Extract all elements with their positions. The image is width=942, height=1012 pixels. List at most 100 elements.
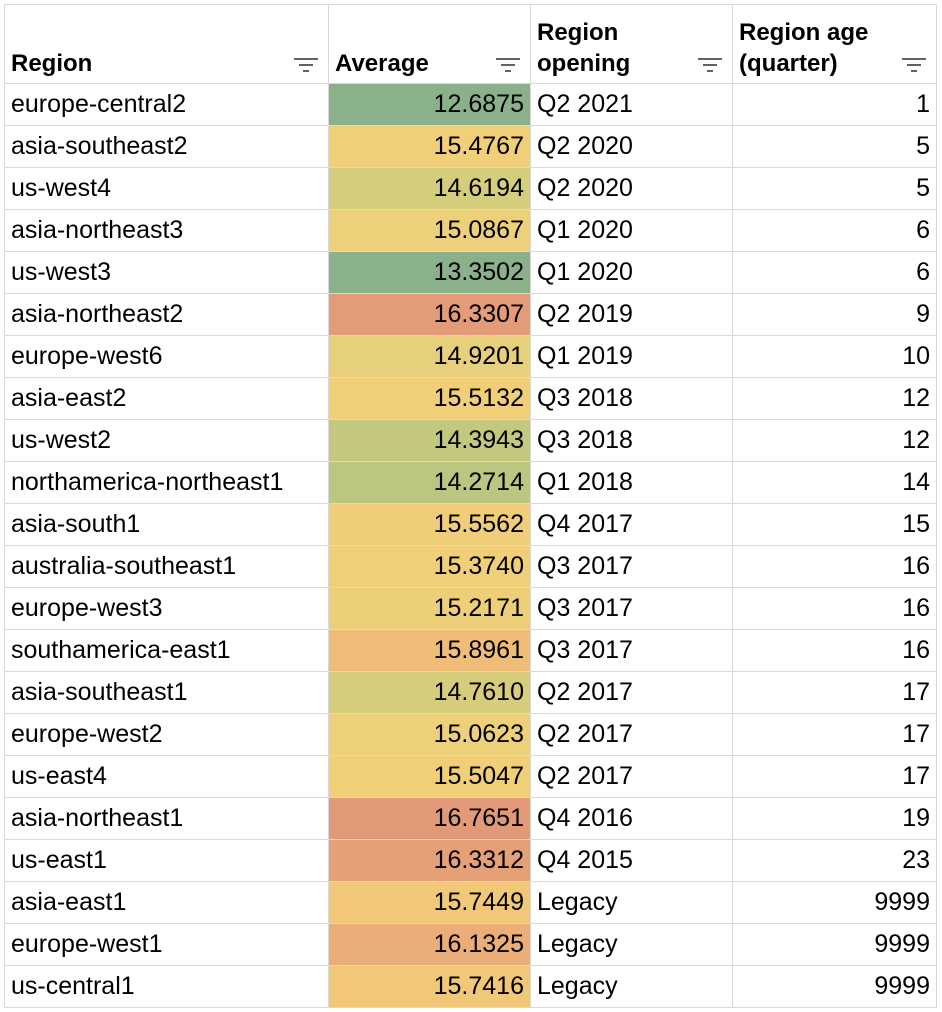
- cell-region-age[interactable]: 10: [732, 335, 937, 378]
- filter-icon[interactable]: [496, 57, 520, 73]
- cell-region-age[interactable]: 1: [732, 83, 937, 126]
- table-row: europe-west3 15.2171 Q3 2017 16: [4, 587, 937, 630]
- cell-average[interactable]: 15.7449: [328, 881, 531, 924]
- cell-region-age[interactable]: 15: [732, 503, 937, 546]
- cell-average[interactable]: 16.3312: [328, 839, 531, 882]
- cell-region[interactable]: us-east1: [4, 839, 329, 882]
- cell-region-opening[interactable]: Q2 2017: [530, 671, 733, 714]
- cell-average[interactable]: 16.7651: [328, 797, 531, 840]
- cell-region[interactable]: asia-east1: [4, 881, 329, 924]
- filter-icon[interactable]: [698, 57, 722, 73]
- cell-average[interactable]: 14.7610: [328, 671, 531, 714]
- cell-region-opening[interactable]: Q1 2019: [530, 335, 733, 378]
- cell-region-age[interactable]: 12: [732, 377, 937, 420]
- cell-average[interactable]: 15.5562: [328, 503, 531, 546]
- cell-region-age[interactable]: 9: [732, 293, 937, 336]
- cell-region-opening[interactable]: Q3 2017: [530, 629, 733, 672]
- region-average-table: Region Average Region opening Region age (…: [4, 4, 937, 1008]
- cell-average[interactable]: 15.5047: [328, 755, 531, 798]
- cell-average[interactable]: 14.2714: [328, 461, 531, 504]
- table-row: us-west2 14.3943 Q3 2018 12: [4, 419, 937, 462]
- cell-region-opening[interactable]: Q1 2020: [530, 209, 733, 252]
- cell-region-opening[interactable]: Q2 2021: [530, 83, 733, 126]
- cell-region-opening[interactable]: Q1 2018: [530, 461, 733, 504]
- cell-region-age[interactable]: 9999: [732, 965, 937, 1008]
- cell-region-age[interactable]: 6: [732, 251, 937, 294]
- cell-region[interactable]: europe-west3: [4, 587, 329, 630]
- filter-icon[interactable]: [294, 57, 318, 73]
- table-row: asia-south1 15.5562 Q4 2017 15: [4, 503, 937, 546]
- cell-average[interactable]: 14.3943: [328, 419, 531, 462]
- cell-region-opening[interactable]: Q2 2020: [530, 167, 733, 210]
- cell-average[interactable]: 14.6194: [328, 167, 531, 210]
- cell-region-age[interactable]: 5: [732, 167, 937, 210]
- cell-region-age[interactable]: 12: [732, 419, 937, 462]
- cell-region[interactable]: us-west4: [4, 167, 329, 210]
- cell-region[interactable]: us-west3: [4, 251, 329, 294]
- cell-region-opening[interactable]: Q3 2018: [530, 419, 733, 462]
- cell-region-age[interactable]: 17: [732, 713, 937, 756]
- table-row: asia-northeast3 15.0867 Q1 2020 6: [4, 209, 937, 252]
- cell-region-opening[interactable]: Q3 2018: [530, 377, 733, 420]
- cell-average[interactable]: 15.8961: [328, 629, 531, 672]
- cell-region-age[interactable]: 9999: [732, 923, 937, 966]
- cell-average[interactable]: 15.0867: [328, 209, 531, 252]
- cell-region[interactable]: australia-southeast1: [4, 545, 329, 588]
- cell-region[interactable]: asia-east2: [4, 377, 329, 420]
- cell-region-age[interactable]: 16: [732, 545, 937, 588]
- cell-region[interactable]: europe-central2: [4, 83, 329, 126]
- cell-region-opening[interactable]: Q1 2020: [530, 251, 733, 294]
- cell-region-age[interactable]: 5: [732, 125, 937, 168]
- cell-region[interactable]: us-west2: [4, 419, 329, 462]
- cell-region[interactable]: europe-west1: [4, 923, 329, 966]
- cell-region-opening[interactable]: Legacy: [530, 923, 733, 966]
- cell-region-age[interactable]: 6: [732, 209, 937, 252]
- cell-region-opening[interactable]: Q2 2020: [530, 125, 733, 168]
- cell-average[interactable]: 16.3307: [328, 293, 531, 336]
- cell-region-opening[interactable]: Q4 2015: [530, 839, 733, 882]
- cell-region-opening[interactable]: Q4 2016: [530, 797, 733, 840]
- cell-region-opening[interactable]: Legacy: [530, 881, 733, 924]
- cell-region-age[interactable]: 9999: [732, 881, 937, 924]
- header-region-opening: Region opening: [530, 4, 733, 84]
- cell-average[interactable]: 12.6875: [328, 83, 531, 126]
- cell-average[interactable]: 15.3740: [328, 545, 531, 588]
- cell-average[interactable]: 14.9201: [328, 335, 531, 378]
- cell-average[interactable]: 15.5132: [328, 377, 531, 420]
- cell-region[interactable]: southamerica-east1: [4, 629, 329, 672]
- cell-region-age[interactable]: 19: [732, 797, 937, 840]
- cell-average[interactable]: 15.0623: [328, 713, 531, 756]
- cell-region-opening[interactable]: Legacy: [530, 965, 733, 1008]
- cell-region-opening[interactable]: Q3 2017: [530, 545, 733, 588]
- cell-region-opening[interactable]: Q2 2017: [530, 755, 733, 798]
- cell-average[interactable]: 15.4767: [328, 125, 531, 168]
- header-label: Average: [335, 48, 524, 79]
- cell-average[interactable]: 15.2171: [328, 587, 531, 630]
- cell-region-opening[interactable]: Q2 2019: [530, 293, 733, 336]
- filter-icon[interactable]: [902, 57, 926, 73]
- cell-region[interactable]: asia-southeast1: [4, 671, 329, 714]
- cell-region[interactable]: asia-northeast2: [4, 293, 329, 336]
- cell-region-age[interactable]: 16: [732, 587, 937, 630]
- cell-region[interactable]: asia-northeast3: [4, 209, 329, 252]
- cell-region[interactable]: asia-south1: [4, 503, 329, 546]
- cell-region[interactable]: us-east4: [4, 755, 329, 798]
- table-row: asia-northeast1 16.7651 Q4 2016 19: [4, 797, 937, 840]
- cell-region[interactable]: europe-west6: [4, 335, 329, 378]
- cell-region-opening[interactable]: Q3 2017: [530, 587, 733, 630]
- cell-region-opening[interactable]: Q2 2017: [530, 713, 733, 756]
- cell-region[interactable]: asia-northeast1: [4, 797, 329, 840]
- cell-region[interactable]: us-central1: [4, 965, 329, 1008]
- cell-region-opening[interactable]: Q4 2017: [530, 503, 733, 546]
- cell-region[interactable]: europe-west2: [4, 713, 329, 756]
- cell-average[interactable]: 15.7416: [328, 965, 531, 1008]
- cell-average[interactable]: 16.1325: [328, 923, 531, 966]
- cell-region-age[interactable]: 17: [732, 671, 937, 714]
- cell-region[interactable]: northamerica-northeast1: [4, 461, 329, 504]
- cell-region-age[interactable]: 16: [732, 629, 937, 672]
- cell-region-age[interactable]: 17: [732, 755, 937, 798]
- cell-average[interactable]: 13.3502: [328, 251, 531, 294]
- cell-region-age[interactable]: 14: [732, 461, 937, 504]
- cell-region[interactable]: asia-southeast2: [4, 125, 329, 168]
- cell-region-age[interactable]: 23: [732, 839, 937, 882]
